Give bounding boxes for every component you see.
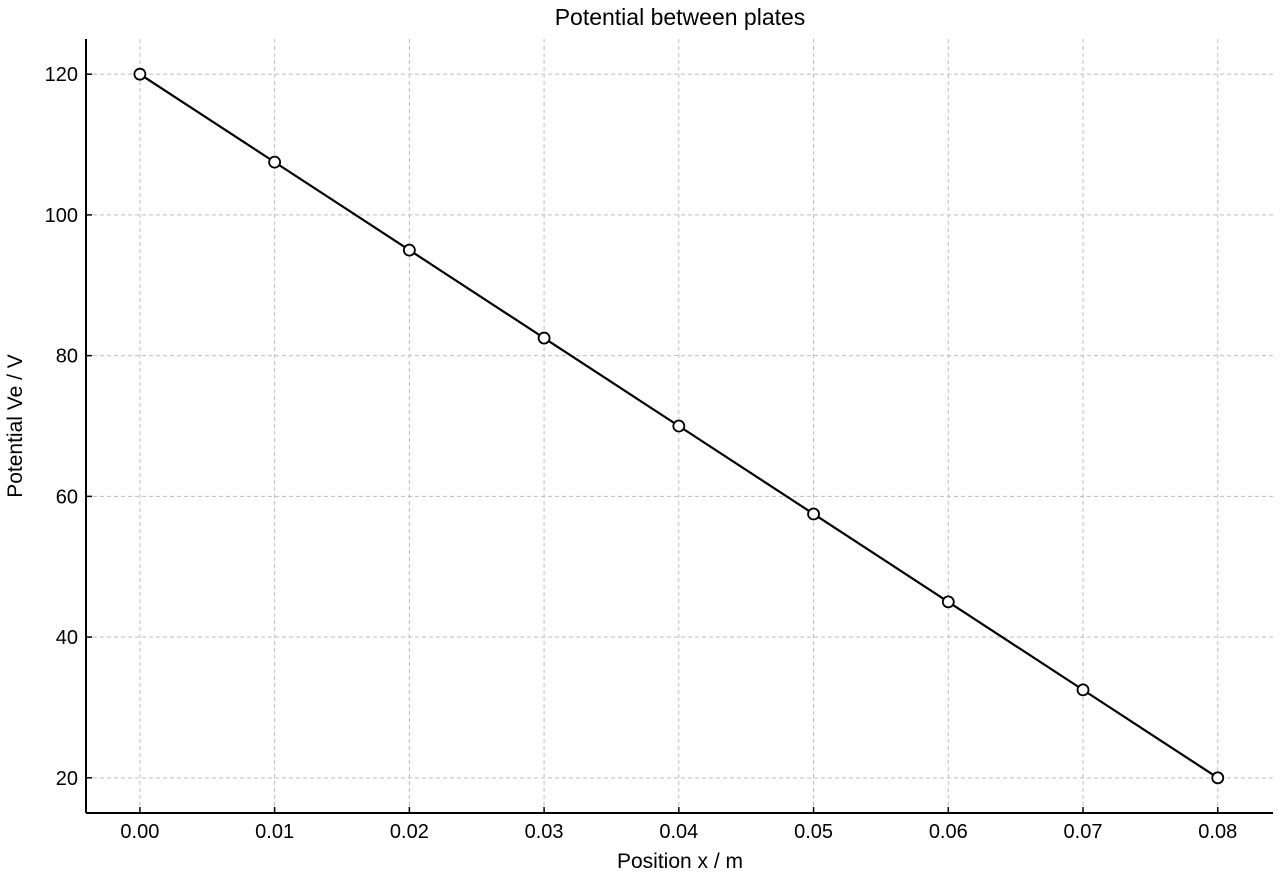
y-tick-label: 40 (56, 627, 78, 649)
y-axis-label: Potential Ve / V (4, 354, 27, 498)
y-tick-label: 120 (45, 64, 78, 86)
x-tick-label: 0.06 (929, 821, 968, 843)
axes: 0.00 0.01 0.02 0.03 0.04 0.05 0.06 0.07 0.08 20 40… (45, 39, 1273, 843)
data-point (941, 595, 955, 609)
data-point (537, 331, 551, 345)
x-tick-label: 0.05 (794, 821, 833, 843)
y-tick-label: 60 (56, 486, 78, 508)
chart-title: Potential between plates (555, 4, 806, 30)
data-point (1211, 771, 1225, 785)
x-tick-label: 0.07 (1064, 821, 1103, 843)
data-point (402, 243, 416, 257)
data-point (807, 507, 820, 521)
data-point (268, 155, 282, 169)
y-tick-label: 100 (45, 205, 78, 227)
x-axis-label: Position x / m (617, 850, 743, 873)
data-point (1076, 683, 1090, 697)
x-tick-label: 0.08 (1198, 821, 1237, 843)
x-tick-label: 0.03 (525, 821, 564, 843)
x-tick-label: 0.02 (390, 821, 429, 843)
x-tick-label: 0.00 (120, 821, 159, 843)
x-tick-label: 0.01 (255, 821, 294, 843)
x-tick-label: 0.04 (659, 821, 698, 843)
y-tick-label: 80 (56, 346, 78, 368)
data-point (133, 67, 147, 81)
data-point (672, 419, 686, 433)
series (133, 67, 1225, 785)
y-tick-label: 20 (56, 768, 78, 790)
